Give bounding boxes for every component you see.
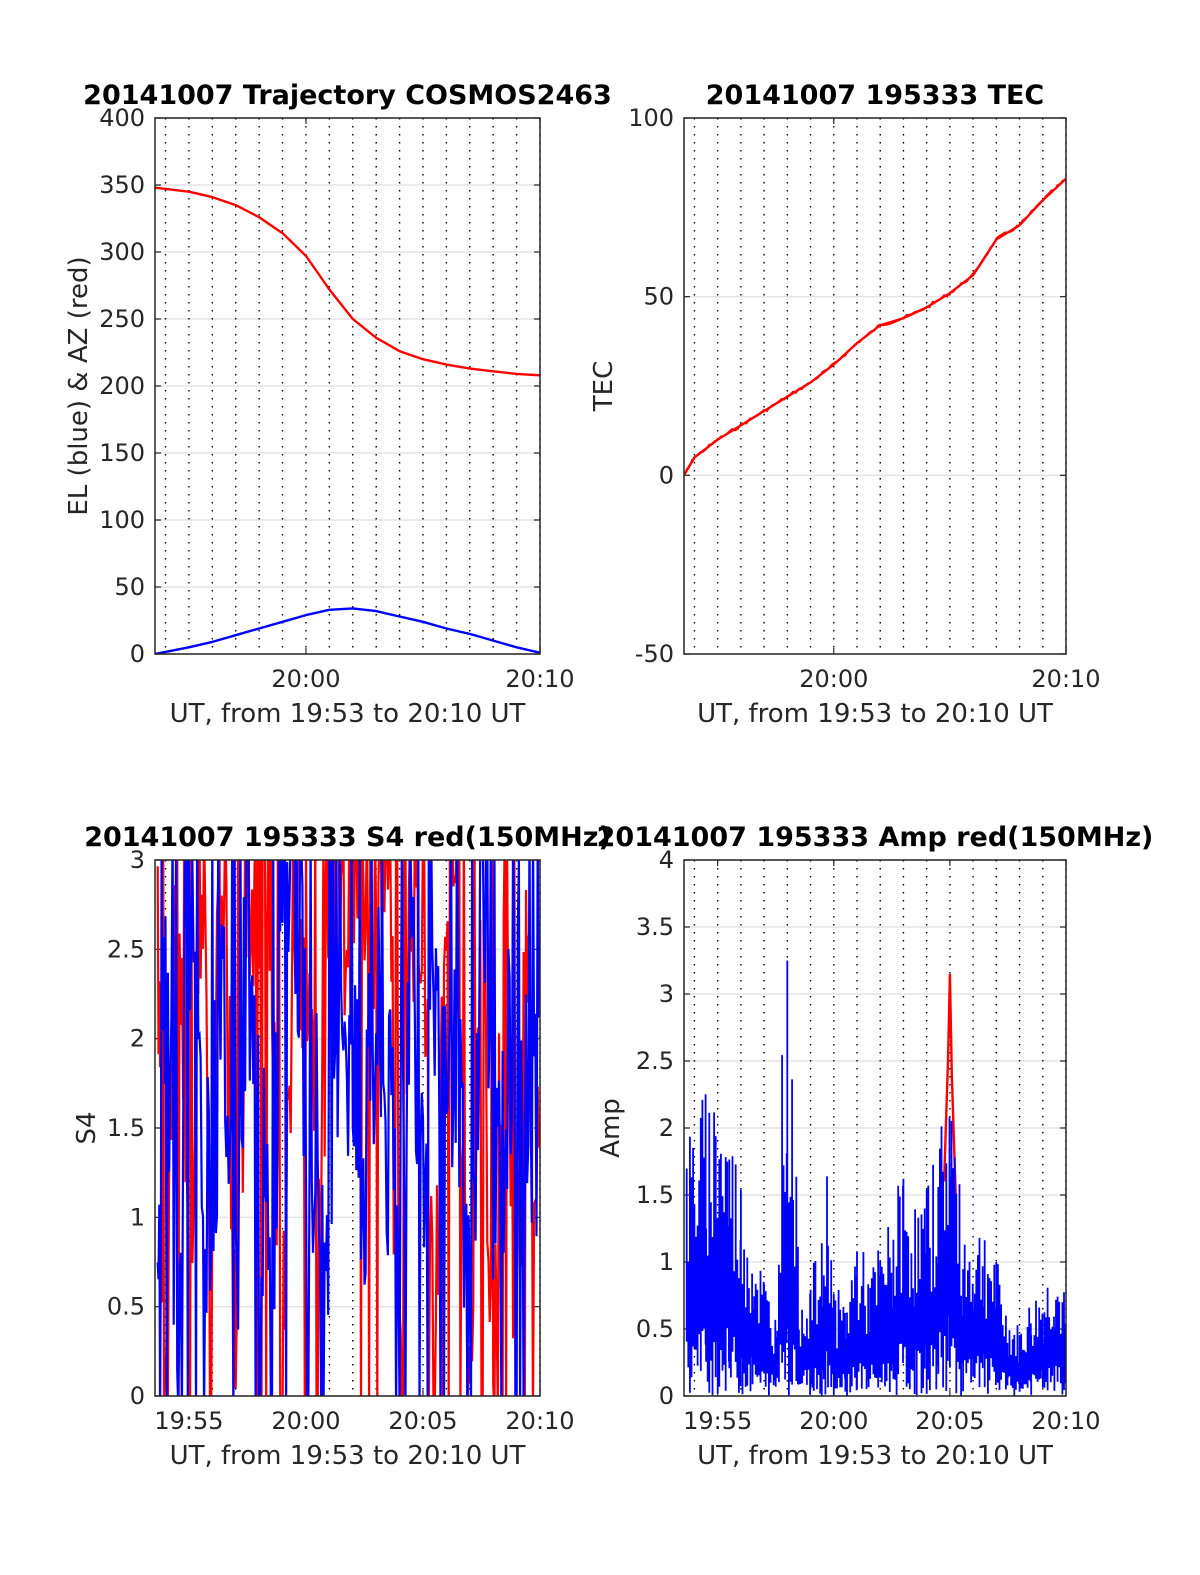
y-tick-label: -50 xyxy=(635,640,674,668)
y-tick-label: 1.5 xyxy=(107,1114,145,1142)
axes-box xyxy=(154,117,541,655)
series-line-1 xyxy=(155,186,540,377)
axes-box xyxy=(683,859,1067,1397)
chart-title: 20141007 195333 TEC xyxy=(706,80,1045,111)
chart-panel-3: 0 0.5 1 1.5 2 2.5 3 19:55 20:00 20:05 20:10 2014100… xyxy=(72,822,611,1471)
y-tick-label: 350 xyxy=(99,171,145,199)
x-tick-label: 20:10 xyxy=(505,1407,574,1435)
series-noise xyxy=(684,179,1064,476)
chart-panel-1: 0 50 100 150 200 250 300 350 400 20:00 20:10 201410… xyxy=(64,80,612,729)
chart-panel-4: 0 0.5 1 1.5 2 2.5 3 3.5 4 19:55 20:00 20:05 20:10 201… xyxy=(596,822,1153,1471)
axes-box xyxy=(683,117,1067,655)
x-tick-label: 20:00 xyxy=(271,665,340,693)
y-tick-label: 400 xyxy=(99,104,145,132)
y-tick-label: 50 xyxy=(643,283,674,311)
y-tick-label: 200 xyxy=(99,372,145,400)
x-tick-label: 20:00 xyxy=(799,1407,868,1435)
y-tick-label: 100 xyxy=(628,104,674,132)
axes-box xyxy=(154,859,541,1397)
y-tick-label: 0 xyxy=(659,461,674,489)
y-axis-label: Amp xyxy=(596,1098,626,1158)
y-axis-label: S4 xyxy=(72,1111,102,1144)
y-axis-label: TEC xyxy=(589,361,619,412)
y-tick-label: 1.5 xyxy=(636,1181,674,1209)
y-tick-label: 2.5 xyxy=(107,935,145,963)
y-tick-label: 2.5 xyxy=(636,1047,674,1075)
x-axis-label: UT, from 19:53 to 20:10 UT xyxy=(170,1441,526,1471)
y-tick-label: 300 xyxy=(99,238,145,266)
y-tick-label: 0.5 xyxy=(107,1293,145,1321)
chart-title: 20141007 195333 S4 red(150MHz) xyxy=(84,822,611,853)
chart-title: 20141007 Trajectory COSMOS2463 xyxy=(83,80,612,111)
y-tick-label: 150 xyxy=(99,439,145,467)
x-tick-label: 19:55 xyxy=(683,1407,752,1435)
series-line-2 xyxy=(155,607,540,654)
y-tick-label: 3.5 xyxy=(636,913,674,941)
x-tick-label: 20:05 xyxy=(915,1407,984,1435)
y-tick-label: 0.5 xyxy=(636,1315,674,1343)
y-tick-label: 2 xyxy=(659,1114,674,1142)
y-tick-label: 3 xyxy=(659,980,674,1008)
x-axis-label: UT, from 19:53 to 20:10 UT xyxy=(697,1441,1053,1471)
x-tick-label: 20:05 xyxy=(388,1407,457,1435)
y-tick-label: 0 xyxy=(130,640,145,668)
y-tick-label: 250 xyxy=(99,305,145,333)
x-tick-label: 20:00 xyxy=(799,665,868,693)
y-tick-label: 2 xyxy=(130,1025,145,1053)
y-tick-label: 50 xyxy=(114,573,145,601)
series-line-1 xyxy=(942,973,957,1196)
chart-title: 20141007 195333 Amp red(150MHz) xyxy=(597,822,1154,853)
x-tick-label: 20:10 xyxy=(1031,665,1100,693)
y-tick-label: 100 xyxy=(99,506,145,534)
y-tick-label: 0 xyxy=(130,1382,145,1410)
x-axis-label: UT, from 19:53 to 20:10 UT xyxy=(170,699,526,729)
x-axis-label: UT, from 19:53 to 20:10 UT xyxy=(697,699,1053,729)
y-axis-label: EL (blue) & AZ (red) xyxy=(64,256,94,515)
x-tick-label: 19:55 xyxy=(154,1407,223,1435)
y-tick-label: 1 xyxy=(130,1203,145,1231)
y-tick-label: 0 xyxy=(659,1382,674,1410)
y-tick-label: 1 xyxy=(659,1248,674,1276)
chart-panel-2: -50 0 50 100 20:00 20:10 20141007 195333 TEC UT… xyxy=(589,80,1101,729)
y-tick-label: 3 xyxy=(130,846,145,874)
series-line-2 xyxy=(156,860,540,1396)
series-line-2 xyxy=(685,960,1066,1396)
x-tick-label: 20:10 xyxy=(1031,1407,1100,1435)
y-tick-label: 4 xyxy=(659,846,674,874)
x-tick-label: 20:00 xyxy=(271,1407,340,1435)
x-tick-label: 20:10 xyxy=(505,665,574,693)
